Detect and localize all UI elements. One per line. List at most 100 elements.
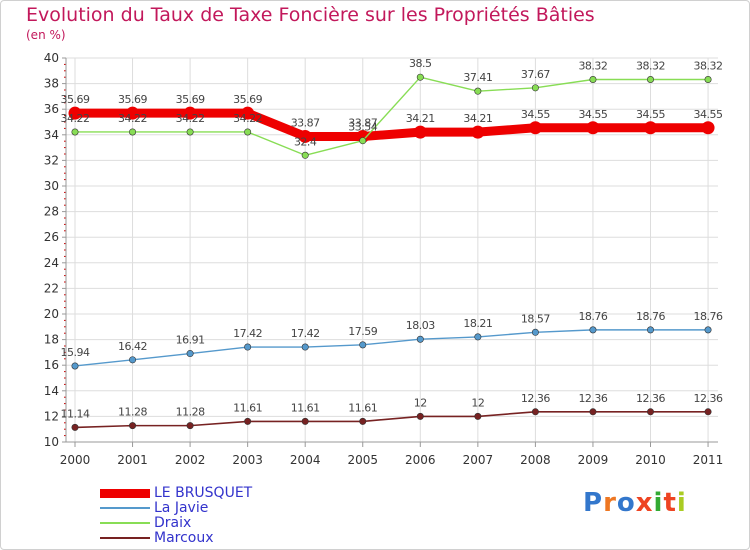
data-point — [704, 408, 712, 416]
data-point — [186, 422, 194, 430]
data-label: 17.42 — [233, 327, 262, 340]
y-tick-label: 12 — [44, 409, 59, 423]
data-point — [129, 128, 137, 136]
y-tick-label: 36 — [44, 102, 59, 116]
y-tick-label: 22 — [44, 281, 59, 295]
data-label: 18.76 — [636, 310, 665, 323]
chart-subtitle: (en %) — [26, 28, 66, 42]
x-tick-label: 2008 — [520, 453, 551, 467]
data-label: 34.21 — [463, 112, 492, 125]
data-label: 11.61 — [291, 401, 320, 414]
legend-item: Draix — [100, 515, 191, 531]
data-label: 38.32 — [636, 60, 665, 73]
data-label: 12.36 — [694, 392, 723, 405]
data-label: 15.94 — [61, 346, 90, 359]
x-tick-label: 2009 — [578, 453, 609, 467]
data-point — [531, 328, 539, 336]
data-point — [68, 106, 82, 120]
data-label: 12 — [471, 396, 484, 409]
data-label: 34.55 — [694, 108, 723, 121]
data-point — [704, 326, 712, 334]
data-point — [528, 121, 542, 135]
legend-label: Marcoux — [154, 530, 214, 546]
data-label: 34.22 — [118, 112, 147, 125]
logo-letter: r — [603, 488, 617, 518]
data-point — [298, 129, 312, 143]
x-tick-label: 2010 — [635, 453, 666, 467]
series-la-javie — [71, 326, 712, 370]
data-label: 18.21 — [463, 317, 492, 330]
data-point — [471, 125, 485, 139]
data-point — [416, 73, 424, 81]
y-tick-label: 34 — [44, 128, 59, 142]
x-tick-label: 2001 — [117, 453, 148, 467]
data-label: 11.61 — [348, 401, 377, 414]
x-tick-label: 2005 — [347, 453, 378, 467]
data-point — [71, 128, 79, 136]
series-marcoux — [71, 408, 712, 431]
data-point — [186, 128, 194, 136]
data-label: 11.61 — [233, 401, 262, 414]
legend-item: Marcoux — [100, 530, 214, 546]
data-point — [416, 335, 424, 343]
data-point — [589, 408, 597, 416]
x-tick-label: 2000 — [60, 453, 91, 467]
legend-item: LE BRUSQUET — [100, 485, 252, 501]
data-label: 38.5 — [409, 57, 432, 70]
data-point — [244, 417, 252, 425]
data-point — [241, 106, 255, 120]
data-point — [704, 76, 712, 84]
data-point — [531, 84, 539, 92]
series-line — [74, 329, 709, 367]
x-tick-label: 2002 — [175, 453, 206, 467]
x-tick-label: 2006 — [405, 453, 436, 467]
data-label: 34.21 — [406, 112, 435, 125]
data-point — [126, 106, 140, 120]
data-point — [359, 137, 367, 145]
data-label: 17.42 — [291, 327, 320, 340]
data-label: 11.28 — [176, 406, 205, 419]
data-label: 17.59 — [348, 325, 377, 338]
data-point — [413, 125, 427, 139]
data-label: 34.22 — [233, 112, 262, 125]
data-label: 11.14 — [61, 407, 90, 420]
data-point — [186, 350, 194, 358]
x-tick-label: 2007 — [463, 453, 494, 467]
y-tick-label: 20 — [44, 307, 59, 321]
y-tick-label: 40 — [44, 51, 59, 65]
data-point — [474, 412, 482, 420]
data-label: 34.55 — [636, 108, 665, 121]
data-label: 18.57 — [521, 312, 550, 325]
proxiti-logo: Proxiti — [583, 488, 687, 518]
data-point — [183, 106, 197, 120]
data-point — [301, 417, 309, 425]
logo-letter: t — [663, 488, 677, 518]
data-point — [646, 76, 654, 84]
data-label: 12.36 — [521, 392, 550, 405]
legend-swatch — [100, 522, 150, 524]
data-point — [644, 121, 657, 135]
data-label: 35.69 — [118, 93, 147, 106]
data-point — [586, 121, 600, 135]
data-label: 34.22 — [176, 112, 205, 125]
data-label: 11.28 — [118, 406, 147, 419]
logo-letter: i — [653, 488, 664, 518]
data-label: 33.87 — [348, 116, 377, 129]
y-tick-label: 24 — [44, 256, 59, 270]
data-label: 18.76 — [694, 310, 723, 323]
data-point — [646, 408, 654, 416]
data-point — [474, 87, 482, 95]
data-point — [646, 326, 654, 334]
data-point — [531, 408, 539, 416]
data-label: 33.87 — [291, 116, 320, 129]
y-tick-label: 26 — [44, 230, 59, 244]
data-label: 32.4 — [294, 135, 317, 148]
y-tick-label: 16 — [44, 358, 59, 372]
data-label: 35.69 — [61, 93, 90, 106]
data-label: 12.36 — [636, 392, 665, 405]
logo-letter: P — [583, 488, 604, 518]
data-label: 37.67 — [521, 68, 550, 81]
data-label: 12.36 — [578, 392, 607, 405]
legend-label: LE BRUSQUET — [154, 485, 253, 501]
